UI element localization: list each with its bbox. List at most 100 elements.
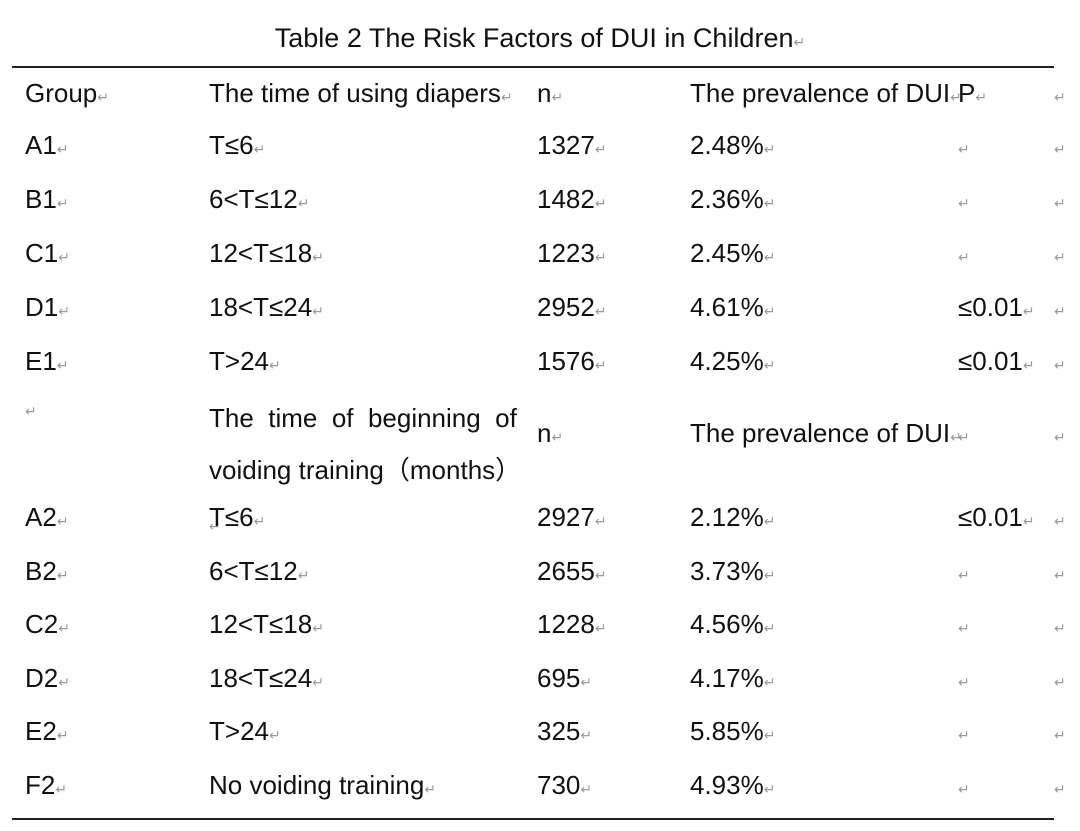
prevalence-cell-text: 2.12% bbox=[690, 502, 764, 532]
group-cell-text: Group bbox=[25, 78, 98, 108]
group-cell: D1↵ bbox=[25, 292, 70, 323]
row-end-mark: ↵ bbox=[1054, 663, 1066, 694]
group-cell-text: B2 bbox=[25, 555, 57, 586]
paragraph-mark: ↵ bbox=[1054, 620, 1066, 636]
paragraph-mark: ↵ bbox=[580, 727, 593, 743]
paragraph-mark: ↵ bbox=[958, 141, 970, 157]
paragraph-mark: ↵ bbox=[1022, 357, 1035, 373]
prevalence-cell: 2.12%↵ bbox=[690, 502, 775, 533]
n-cell: 2952↵ bbox=[537, 292, 607, 323]
paragraph-mark: ↵ bbox=[55, 780, 68, 797]
paragraph-mark: ↵ bbox=[1054, 249, 1066, 265]
time-cell-text: 18<T≤24 bbox=[209, 292, 313, 322]
paragraph-mark: ↵ bbox=[975, 89, 988, 105]
paragraph-mark: ↵ bbox=[56, 513, 69, 529]
n-cell: 695↵ bbox=[537, 663, 592, 694]
paragraph-mark: ↵ bbox=[1054, 727, 1066, 743]
prevalence-cell-text: 4.25% bbox=[690, 346, 764, 376]
paragraph-mark: ↵ bbox=[1054, 89, 1066, 105]
row-end-mark: ↵ bbox=[1054, 502, 1066, 533]
time-cell: The time of using diapers↵ bbox=[209, 78, 513, 109]
prevalence-cell: 3.73%↵ bbox=[690, 556, 775, 587]
prevalence-cell: 4.25%↵ bbox=[690, 346, 775, 377]
time-cell: 18<T≤24↵ bbox=[209, 292, 324, 323]
prevalence-cell: The prevalence of DUI↵ bbox=[690, 78, 962, 109]
paragraph-mark: ↵ bbox=[551, 89, 564, 105]
row-end-mark: ↵ bbox=[1054, 184, 1066, 215]
row-end-mark: ↵ bbox=[1054, 238, 1066, 269]
n-cell: 1327↵ bbox=[537, 130, 607, 161]
prevalence-cell-text: The prevalence of DUI bbox=[690, 78, 951, 108]
paragraph-mark: ↵ bbox=[958, 429, 970, 445]
row-end-mark: ↵ bbox=[1054, 609, 1066, 640]
n-cell: 730↵ bbox=[537, 770, 592, 801]
time-cell: No voiding training↵ bbox=[209, 770, 436, 801]
group-cell-text: B1 bbox=[25, 184, 57, 214]
p-cell-text: ≤0.01 bbox=[958, 346, 1023, 376]
prevalence-cell-text: 2.48% bbox=[690, 130, 764, 160]
paragraph-mark: ↵ bbox=[594, 357, 607, 373]
time-cell: T>24↵ bbox=[209, 716, 281, 747]
p-cell: ↵ bbox=[958, 556, 970, 587]
prevalence-cell-text: 2.45% bbox=[690, 238, 764, 268]
prevalence-cell-text: 4.93% bbox=[690, 769, 764, 800]
table-title-text: Table 2 The Risk Factors of DUI in Child… bbox=[274, 23, 794, 53]
time-cell-line2: voiding training（months） bbox=[209, 455, 522, 485]
time-cell-text: T>24 bbox=[209, 346, 269, 376]
n-cell-text: 695 bbox=[537, 662, 581, 693]
paragraph-mark: ↵ bbox=[594, 249, 607, 265]
group-cell-text: C2 bbox=[25, 609, 59, 639]
n-cell-text: 2927 bbox=[537, 502, 595, 532]
paragraph-mark: ↵ bbox=[253, 513, 266, 529]
group-cell: A1↵ bbox=[25, 130, 69, 161]
paragraph-mark: ↵ bbox=[594, 620, 607, 636]
paragraph-mark: ↵ bbox=[958, 727, 970, 743]
paragraph-mark: ↵ bbox=[424, 780, 437, 797]
paragraph-mark: ↵ bbox=[958, 673, 970, 690]
table-top-rule bbox=[12, 66, 1054, 68]
paragraph-mark: ↵ bbox=[56, 195, 69, 211]
n-cell-text: n bbox=[537, 418, 552, 448]
prevalence-cell: 5.85%↵ bbox=[690, 716, 775, 747]
n-cell-text: 1576 bbox=[537, 346, 595, 376]
paragraph-mark: ↵ bbox=[958, 620, 970, 636]
n-cell: 1223↵ bbox=[537, 238, 607, 269]
row-end-mark: ↵ bbox=[1054, 770, 1066, 801]
prevalence-cell: 4.17%↵ bbox=[690, 663, 775, 694]
p-cell: ↵ bbox=[958, 418, 970, 449]
p-cell: ↵ bbox=[958, 609, 970, 640]
time-cell-text: T≤6 bbox=[209, 130, 254, 160]
n-cell: 1228↵ bbox=[537, 609, 607, 640]
group-cell-text: F2 bbox=[25, 769, 56, 800]
paragraph-mark: ↵ bbox=[269, 357, 281, 373]
group-cell: C2↵ bbox=[25, 609, 70, 640]
paragraph-mark: ↵ bbox=[551, 429, 564, 445]
n-cell: 325↵ bbox=[537, 716, 592, 747]
time-cell-text: No voiding training bbox=[209, 769, 425, 800]
time-cell-text: 6<T≤12 bbox=[209, 555, 298, 586]
p-cell: ≤0.01↵ bbox=[958, 346, 1035, 377]
n-cell: n↵ bbox=[537, 78, 563, 109]
paragraph-mark: ↵ bbox=[763, 249, 776, 265]
paragraph-mark: ↵ bbox=[763, 513, 776, 529]
row-end-mark: ↵ bbox=[1054, 292, 1066, 323]
row-end-mark: ↵ bbox=[1054, 346, 1066, 377]
paragraph-mark: ↵ bbox=[763, 566, 776, 583]
paragraph-mark: ↵ bbox=[950, 89, 962, 105]
group-cell: B2↵ bbox=[25, 556, 69, 587]
group-cell: ↵ bbox=[25, 392, 37, 423]
p-cell-text: P bbox=[958, 78, 976, 108]
paragraph-mark: ↵ bbox=[56, 566, 69, 583]
prevalence-cell-text: 4.61% bbox=[690, 292, 764, 322]
n-cell-text: 1327 bbox=[537, 130, 595, 160]
row-end-mark: ↵ bbox=[1054, 78, 1066, 109]
paragraph-mark: ↵ bbox=[500, 89, 513, 105]
paragraph-mark: ↵ bbox=[763, 673, 776, 690]
paragraph-mark: ↵ bbox=[312, 673, 324, 690]
time-cell-text: 18<T≤24 bbox=[209, 662, 313, 693]
group-cell-text: A2 bbox=[25, 502, 57, 532]
paragraph-mark: ↵ bbox=[763, 357, 776, 373]
time-cell-text: The time of using diapers bbox=[209, 78, 501, 108]
p-cell: ↵ bbox=[958, 130, 970, 161]
paragraph-mark: ↵ bbox=[1054, 513, 1066, 529]
